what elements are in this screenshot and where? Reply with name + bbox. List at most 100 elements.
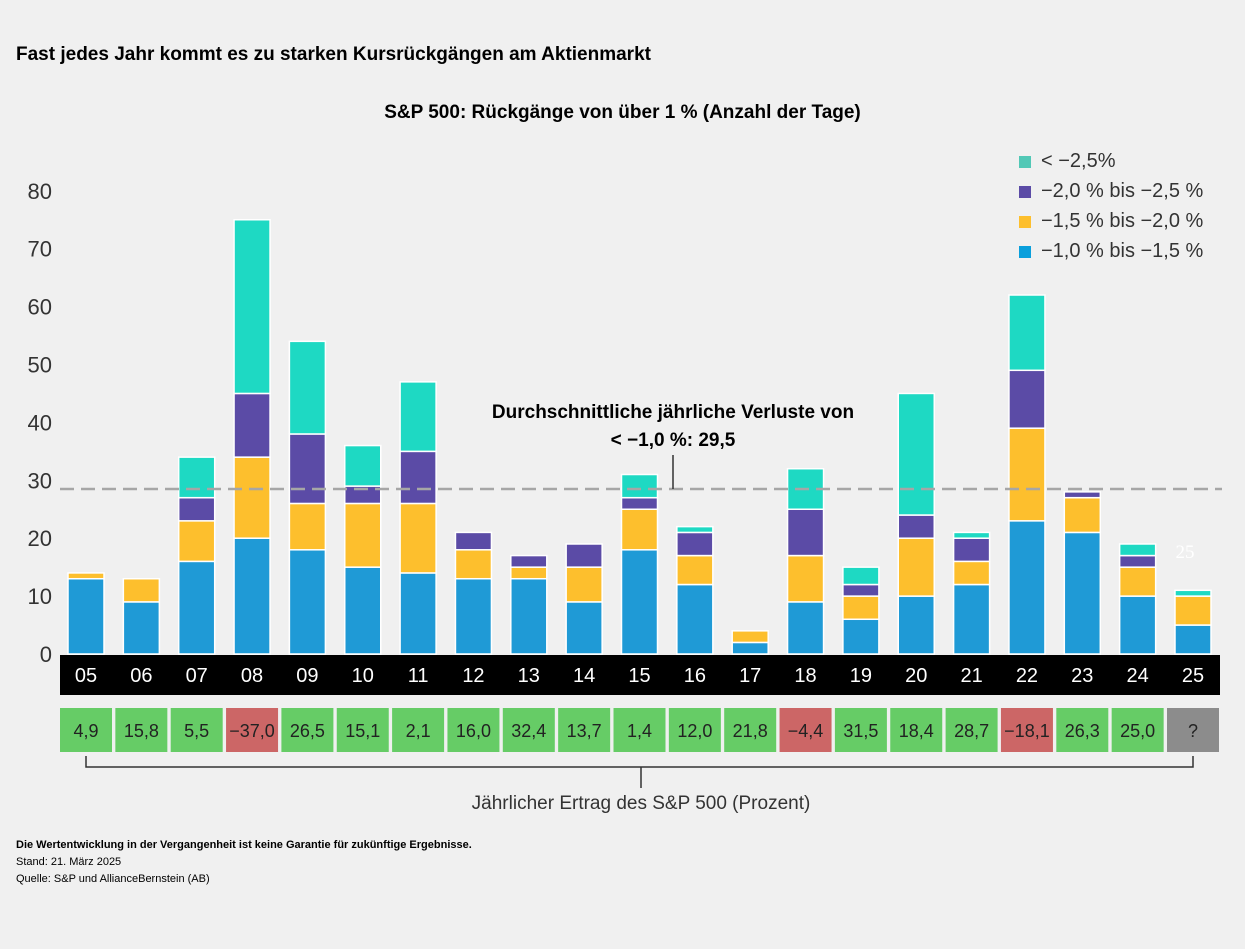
bar-segment-06-s0 bbox=[122, 601, 161, 655]
bar-segment-17-s1 bbox=[731, 630, 769, 644]
bar-segment-25-s3 bbox=[1174, 589, 1212, 597]
bar-segment-23-s0 bbox=[1063, 531, 1102, 655]
bar-segment-16-s2 bbox=[676, 531, 714, 557]
return-value: 1,4 bbox=[627, 721, 652, 741]
return-value: −4,4 bbox=[788, 721, 824, 741]
bar-segment-05-s0 bbox=[67, 577, 105, 655]
return-box bbox=[226, 708, 279, 752]
bar-segment-10-s0 bbox=[344, 566, 382, 655]
bar-segment-07-s0 bbox=[177, 560, 216, 655]
bar-segment-10-s3 bbox=[344, 444, 382, 487]
legend-item: −1,5 % bis −2,0 % bbox=[1019, 210, 1203, 233]
x-tick-label: 07 bbox=[186, 665, 208, 687]
return-box bbox=[60, 708, 112, 752]
bar-segment-16-s1 bbox=[676, 554, 714, 586]
return-box bbox=[170, 708, 223, 752]
bar-segment-23-s2 bbox=[1063, 491, 1102, 499]
return-box bbox=[890, 708, 943, 752]
return-box bbox=[724, 708, 777, 752]
legend-item: −1,0 % bis −1,5 % bbox=[1019, 240, 1203, 263]
average-label-line1: Durchschnittliche jährliche Verluste von bbox=[492, 402, 854, 423]
return-value: 13,7 bbox=[567, 721, 602, 741]
return-box bbox=[1167, 708, 1219, 752]
return-box bbox=[779, 708, 832, 752]
x-tick-label: 18 bbox=[794, 665, 816, 687]
bar-segment-19-s1 bbox=[842, 595, 880, 621]
as-of-date: Stand: 21. März 2025 bbox=[16, 856, 122, 868]
bar-segment-21-s0 bbox=[952, 583, 991, 655]
bar-segment-11-s0 bbox=[399, 572, 437, 655]
bar-segment-22-s1 bbox=[1008, 427, 1046, 522]
return-box bbox=[447, 708, 500, 752]
average-label-line2: < −1,0 %: 29,5 bbox=[611, 430, 736, 451]
y-tick-label: 80 bbox=[28, 179, 52, 204]
bar-segment-18-s0 bbox=[786, 601, 825, 655]
bar-segment-19-s3 bbox=[842, 566, 880, 586]
return-box bbox=[613, 708, 666, 752]
bar-segment-10-s1 bbox=[344, 502, 382, 568]
y-tick-label: 40 bbox=[28, 410, 52, 435]
bar-segment-19-s2 bbox=[842, 583, 880, 597]
legend-label: −1,5 % bis −2,0 % bbox=[1041, 210, 1204, 232]
x-tick-label: 05 bbox=[75, 665, 97, 687]
y-tick-label: 60 bbox=[28, 295, 52, 320]
y-tick-label: 0 bbox=[40, 642, 52, 667]
bar-segment-24-s2 bbox=[1118, 554, 1157, 568]
bar-segment-15-s1 bbox=[620, 508, 659, 551]
return-box bbox=[336, 708, 389, 752]
return-box bbox=[115, 708, 168, 752]
bar-segment-11-s1 bbox=[399, 502, 437, 574]
return-value: 25,0 bbox=[1120, 721, 1155, 741]
bar-segment-19-s0 bbox=[842, 618, 880, 655]
legend-swatch bbox=[1019, 155, 1031, 168]
bar-segment-16-s3 bbox=[676, 525, 714, 534]
source: Quelle: S&P und AllianceBernstein (AB) bbox=[16, 873, 210, 885]
returns-bracket bbox=[85, 756, 1194, 768]
bar-segment-08-s1 bbox=[233, 456, 271, 539]
bar-segment-09-s0 bbox=[288, 549, 327, 655]
return-box bbox=[1000, 708, 1053, 752]
bar-segment-14-s1 bbox=[565, 566, 603, 603]
bar-segment-21-s1 bbox=[952, 560, 991, 586]
return-box bbox=[558, 708, 611, 752]
x-tick-label: 25 bbox=[1182, 665, 1204, 687]
bar-segment-21-s3 bbox=[952, 531, 991, 539]
x-tick-label: 24 bbox=[1127, 665, 1149, 687]
bar-segment-18-s1 bbox=[786, 554, 825, 603]
bar-segment-21-s2 bbox=[952, 537, 991, 563]
bar-segment-25-s0 bbox=[1174, 624, 1212, 655]
y-tick-label: 70 bbox=[28, 237, 52, 262]
return-box bbox=[1111, 708, 1164, 752]
y-tick-label: 50 bbox=[28, 353, 52, 378]
return-value: ? bbox=[1188, 721, 1198, 741]
return-value: 28,7 bbox=[954, 721, 989, 741]
x-tick-label: 15 bbox=[628, 665, 650, 687]
bar-segment-12-s2 bbox=[454, 531, 493, 551]
legend-label: < −2,5% bbox=[1041, 150, 1116, 172]
legend-swatch bbox=[1019, 245, 1031, 258]
bar-segment-22-s2 bbox=[1008, 369, 1046, 429]
return-value: 26,5 bbox=[290, 721, 325, 741]
x-tick-label: 17 bbox=[739, 665, 761, 687]
bar-segment-08-s2 bbox=[233, 392, 271, 458]
bar-segment-09-s2 bbox=[288, 433, 327, 505]
x-tick-label: 06 bbox=[130, 665, 152, 687]
return-box bbox=[945, 708, 998, 752]
bar-segment-24-s1 bbox=[1118, 566, 1157, 597]
bar-segment-22-s0 bbox=[1008, 520, 1046, 655]
return-value: 18,4 bbox=[899, 721, 934, 741]
bar-segment-17-s0 bbox=[731, 641, 769, 655]
x-tick-label: 16 bbox=[684, 665, 706, 687]
bar-segment-13-s2 bbox=[510, 554, 548, 568]
x-tick-label: 12 bbox=[462, 665, 484, 687]
x-tick-label: 09 bbox=[296, 665, 318, 687]
return-value: 32,4 bbox=[511, 721, 546, 741]
bar-segment-14-s0 bbox=[565, 601, 603, 655]
bar-segment-12-s0 bbox=[454, 577, 493, 655]
bar-segment-20-s1 bbox=[897, 537, 935, 597]
x-tick-label: 20 bbox=[905, 665, 927, 687]
bar-segment-18-s2 bbox=[786, 508, 825, 557]
bar-segment-24-s0 bbox=[1118, 595, 1157, 655]
